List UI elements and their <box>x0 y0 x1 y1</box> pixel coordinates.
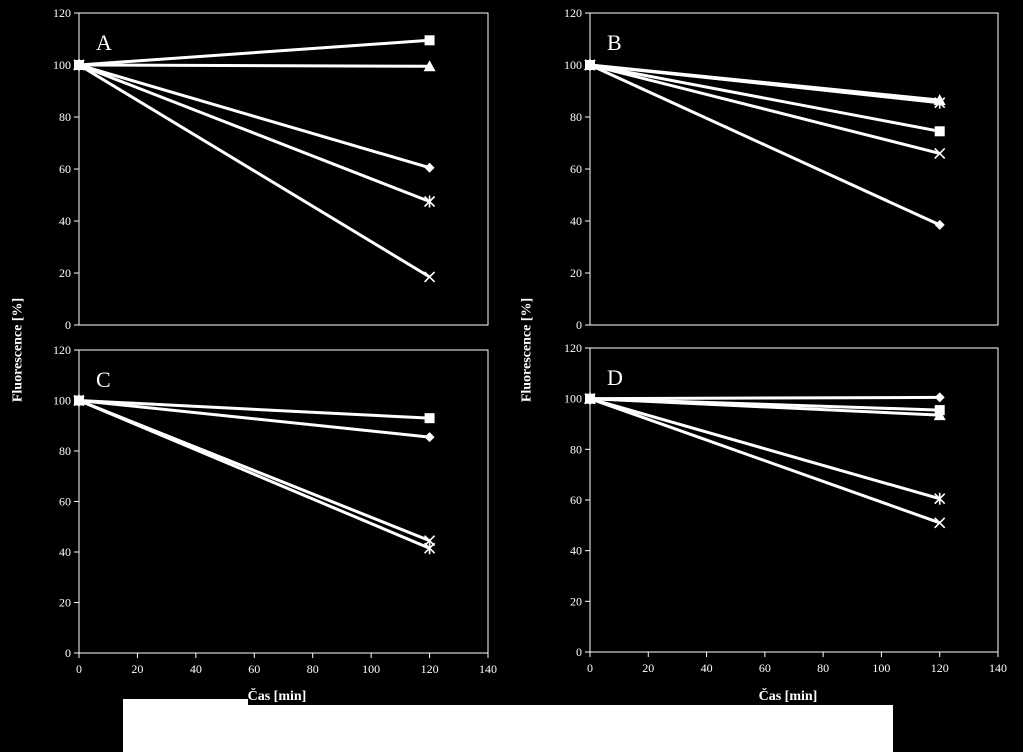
y-tick-label: 100 <box>564 392 582 406</box>
data-point-square <box>424 35 435 46</box>
panel-label: A <box>96 30 112 55</box>
x-axis-title: Čas [min] <box>248 687 307 704</box>
y-tick-label: 0 <box>65 646 71 660</box>
y-tick-label: 80 <box>570 110 582 124</box>
y-tick-label: 120 <box>564 6 582 20</box>
data-point-x <box>934 147 946 159</box>
data-point-x <box>584 393 596 405</box>
data-point-square <box>934 126 945 137</box>
series-line-triangle <box>589 397 940 417</box>
panel-a: 0 20 40 60 80 100 120 A Fluorescence [%] <box>11 6 489 402</box>
y-axis-title: Fluorescence [%] <box>11 298 26 402</box>
y-tick-label: 100 <box>53 58 71 72</box>
data-point-diamond <box>934 219 945 230</box>
x-tick-label: 20 <box>642 661 654 675</box>
x-tick-label: 120 <box>931 661 949 675</box>
plot-frame <box>78 349 489 654</box>
y-tick-label: 0 <box>576 645 582 659</box>
y-tick-label: 100 <box>564 58 582 72</box>
data-point-asterisk <box>424 542 436 555</box>
y-tick-label: 120 <box>53 6 71 20</box>
series-line-asterisk <box>78 63 431 203</box>
series-line-diamond <box>589 395 940 401</box>
data-point-asterisk <box>934 96 946 109</box>
x-tick-label: 20 <box>131 662 143 676</box>
y-tick-label: 40 <box>570 544 582 558</box>
x-tick-label: 40 <box>701 661 713 675</box>
data-point-square <box>424 413 435 424</box>
series-line-square <box>589 63 940 133</box>
data-point-x <box>424 271 436 283</box>
data-point-diamond <box>934 392 945 403</box>
y-tick-label: 60 <box>59 162 71 176</box>
series-line-diamond <box>78 63 430 170</box>
plot-frame <box>589 347 999 653</box>
panel-c: 0 20 40 60 80 100 120 0 20 40 60 80 100 120 140 C Čas [m… <box>53 343 497 704</box>
y-tick-label: 20 <box>570 594 582 608</box>
y-tick-label: 80 <box>59 444 71 458</box>
data-point-asterisk <box>424 195 436 208</box>
x-tick-label: 80 <box>817 661 829 675</box>
panel-label: B <box>607 30 622 55</box>
bottom-white-block <box>123 705 893 752</box>
series-line-x <box>589 63 941 155</box>
y-tick-label: 100 <box>53 394 71 408</box>
y-tick-label: 0 <box>65 318 71 332</box>
x-tick-label: 60 <box>759 661 771 675</box>
data-point-diamond <box>424 162 435 173</box>
y-tick-label: 40 <box>570 214 582 228</box>
series-line-square <box>78 399 430 420</box>
series-line-asterisk <box>589 63 940 105</box>
y-tick-label: 80 <box>59 110 71 124</box>
y-tick-label: 60 <box>570 162 582 176</box>
y-tick-label: 40 <box>59 545 71 559</box>
series-line-diamond <box>78 399 430 439</box>
series-line-x <box>78 63 431 279</box>
x-tick-label: 80 <box>307 662 319 676</box>
panel-label: D <box>607 365 623 390</box>
x-tick-label: 140 <box>989 661 1007 675</box>
data-point-diamond <box>585 60 595 70</box>
series-line-triangle <box>78 63 430 68</box>
x-tick-label: 0 <box>587 661 593 675</box>
y-tick-label: 20 <box>59 596 71 610</box>
panel-b: 0 20 40 60 80 100 120 B Fluorescence [%] <box>520 6 999 402</box>
x-axis-title: Čas [min] <box>759 687 818 704</box>
y-tick-label: 80 <box>570 442 582 456</box>
x-tick-label: 40 <box>190 662 202 676</box>
x-tick-label: 0 <box>76 662 82 676</box>
bottom-white-tab <box>123 699 248 707</box>
data-point-triangle <box>423 60 436 72</box>
series-line-asterisk <box>78 399 431 550</box>
x-tick-label: 60 <box>248 662 260 676</box>
plot-frame <box>589 12 999 326</box>
x-tick-label: 100 <box>362 662 380 676</box>
y-tick-label: 120 <box>53 343 71 357</box>
x-tick-label: 140 <box>479 662 497 676</box>
x-tick-label: 100 <box>872 661 890 675</box>
data-point-triangle <box>933 409 946 421</box>
data-point-diamond <box>424 432 435 443</box>
y-tick-label: 20 <box>570 266 582 280</box>
data-point-x <box>934 517 946 529</box>
panel-label: C <box>96 367 111 392</box>
x-tick-label: 120 <box>421 662 439 676</box>
data-point-asterisk <box>73 394 85 407</box>
y-tick-label: 20 <box>59 266 71 280</box>
y-tick-label: 60 <box>570 493 582 507</box>
data-point-asterisk <box>934 492 946 505</box>
y-tick-label: 0 <box>576 318 582 332</box>
data-point-x <box>73 59 85 71</box>
series-line-diamond <box>589 63 941 227</box>
series-line-square <box>78 38 430 67</box>
series-line-x <box>589 397 941 525</box>
panel-d: 0 20 40 60 80 100 120 0 20 40 60 80 100 120 140 D Čas [m… <box>564 341 1007 704</box>
series-line-asterisk <box>589 397 941 501</box>
y-tick-label: 60 <box>59 495 71 509</box>
y-tick-label: 120 <box>564 341 582 355</box>
y-tick-label: 40 <box>59 214 71 228</box>
y-axis-title: Fluorescence [%] <box>520 298 535 402</box>
